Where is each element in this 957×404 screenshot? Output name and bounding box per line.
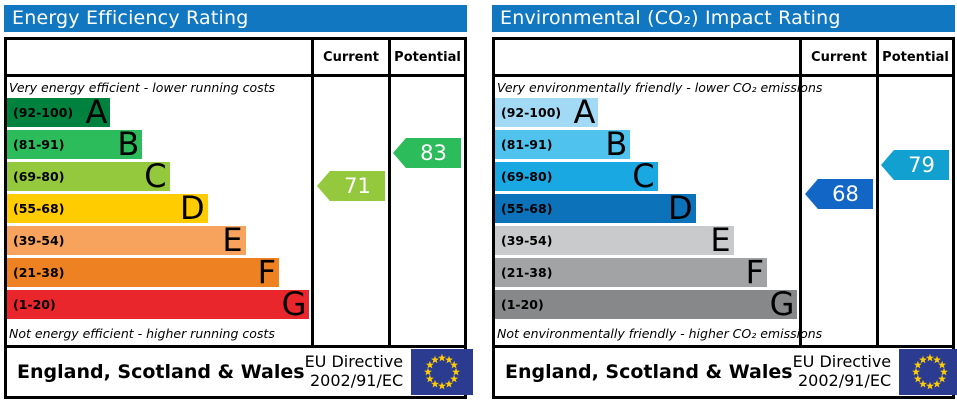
potential-rating-value: 83 — [420, 141, 447, 165]
band-row-b: (81-91) B — [495, 125, 631, 163]
band-letter: B — [117, 125, 140, 163]
band-range-label: (1-20) — [13, 297, 56, 312]
band-letter: B — [605, 125, 628, 163]
eu-directive-label: EU Directive 2002/91/EC — [792, 352, 892, 391]
current-rating-arrow: 71 — [317, 171, 385, 201]
bottom-note: Not environmentally friendly - higher CO… — [497, 326, 823, 341]
band-row-g: (1-20) G — [495, 285, 798, 323]
band-range-label: (81-91) — [13, 137, 65, 152]
band-row-g: (1-20) G — [7, 285, 310, 323]
band-row-c: (69-80) C — [7, 157, 170, 195]
band-range-label: (21-38) — [13, 265, 65, 280]
band-letter: C — [632, 157, 655, 195]
band-range-label: (92-100) — [501, 105, 562, 120]
band-range-label: (69-80) — [13, 169, 65, 184]
band-letter: D — [667, 189, 693, 227]
band-letter: A — [85, 93, 108, 131]
band-row-d: (55-68) D — [7, 189, 208, 227]
bands-cell: Very energy efficient - lower running co… — [7, 77, 311, 345]
band-range-label: (81-91) — [501, 137, 553, 152]
energy-efficiency-panel: Energy Efficiency Rating Current Potenti… — [4, 5, 474, 399]
eu-directive-label: EU Directive 2002/91/EC — [304, 352, 404, 391]
potential-rating-arrow: 83 — [393, 138, 461, 168]
band-range-label: (21-38) — [501, 265, 553, 280]
rating-table: Current Potential Very environmentally f… — [492, 37, 957, 399]
eu-directive-line1: EU Directive — [792, 352, 892, 372]
panel-title: Energy Efficiency Rating — [4, 5, 467, 32]
panel-title: Environmental (CO₂) Impact Rating — [492, 5, 955, 32]
band-row-f: (21-38) F — [7, 253, 280, 291]
current-column-header: Current — [323, 49, 379, 65]
band-row-c: (69-80) C — [495, 157, 658, 195]
band-row-d: (55-68) D — [495, 189, 696, 227]
band-row-a: (92-100) A — [7, 93, 111, 131]
potential-column-header: Potential — [394, 49, 461, 65]
potential-column: 79 — [876, 77, 952, 345]
table-footer-row: England, Scotland & Wales EU Directive 2… — [7, 345, 474, 396]
rating-table: Current Potential Very energy efficient … — [4, 37, 474, 399]
current-rating-value: 71 — [344, 174, 371, 198]
potential-rating-value: 79 — [908, 153, 935, 177]
band-range-label: (69-80) — [501, 169, 553, 184]
region-label: England, Scotland & Wales — [505, 361, 793, 383]
band-row-e: (39-54) E — [495, 221, 734, 259]
band-letter: F — [745, 253, 765, 291]
band-letter: E — [710, 221, 731, 259]
header-spacer-cell — [7, 40, 311, 74]
top-note: Very environmentally friendly - lower CO… — [497, 80, 823, 95]
bottom-note: Not energy efficient - higher running co… — [9, 326, 275, 341]
band-range-label: (55-68) — [501, 201, 553, 216]
eu-directive-line2: 2002/91/EC — [310, 371, 404, 390]
band-range-label: (92-100) — [13, 105, 74, 120]
current-column: 68 — [799, 77, 876, 345]
band-letter: C — [144, 157, 167, 195]
current-column-header: Current — [811, 49, 867, 65]
band-letter: G — [769, 285, 795, 323]
band-row-b: (81-91) B — [7, 125, 143, 163]
band-range-label: (55-68) — [13, 201, 65, 216]
band-letter: G — [281, 285, 307, 323]
rating-bands: (92-100) A (81-91) B (69-80) C (55-68) D (39-54)… — [7, 93, 311, 323]
potential-rating-arrow: 79 — [881, 150, 949, 180]
band-letter: E — [222, 221, 243, 259]
environmental-impact-panel: Environmental (CO₂) Impact Rating Curren… — [492, 5, 957, 399]
eu-directive-line2: 2002/91/EC — [798, 371, 892, 390]
eu-directive-line1: EU Directive — [304, 352, 404, 372]
header-spacer-cell — [495, 40, 799, 74]
band-letter: A — [573, 93, 596, 131]
current-rating-arrow: 68 — [805, 179, 873, 209]
band-range-label: (39-54) — [501, 233, 553, 248]
region-label: England, Scotland & Wales — [17, 361, 305, 383]
top-note: Very energy efficient - lower running co… — [9, 80, 276, 95]
current-rating-value: 68 — [832, 182, 859, 206]
band-range-label: (1-20) — [501, 297, 544, 312]
band-row-f: (21-38) F — [495, 253, 768, 291]
potential-column-header: Potential — [882, 49, 949, 65]
table-footer-row: England, Scotland & Wales EU Directive 2… — [495, 345, 957, 396]
current-column: 71 — [311, 77, 388, 345]
eu-flag-icon — [899, 349, 957, 395]
rating-chart-area: Very energy efficient - lower running co… — [7, 77, 464, 345]
table-header-row: Current Potential — [495, 40, 952, 77]
table-header-row: Current Potential — [7, 40, 464, 77]
band-letter: F — [257, 253, 277, 291]
rating-chart-area: Very environmentally friendly - lower CO… — [495, 77, 952, 345]
band-row-e: (39-54) E — [7, 221, 246, 259]
potential-column: 83 — [388, 77, 464, 345]
band-range-label: (39-54) — [13, 233, 65, 248]
band-letter: D — [179, 189, 205, 227]
bands-cell: Very environmentally friendly - lower CO… — [495, 77, 823, 345]
band-row-a: (92-100) A — [495, 93, 599, 131]
eu-flag-icon — [411, 349, 474, 395]
rating-bands: (92-100) A (81-91) B (69-80) C (55-68) D (39-54)… — [495, 93, 799, 323]
